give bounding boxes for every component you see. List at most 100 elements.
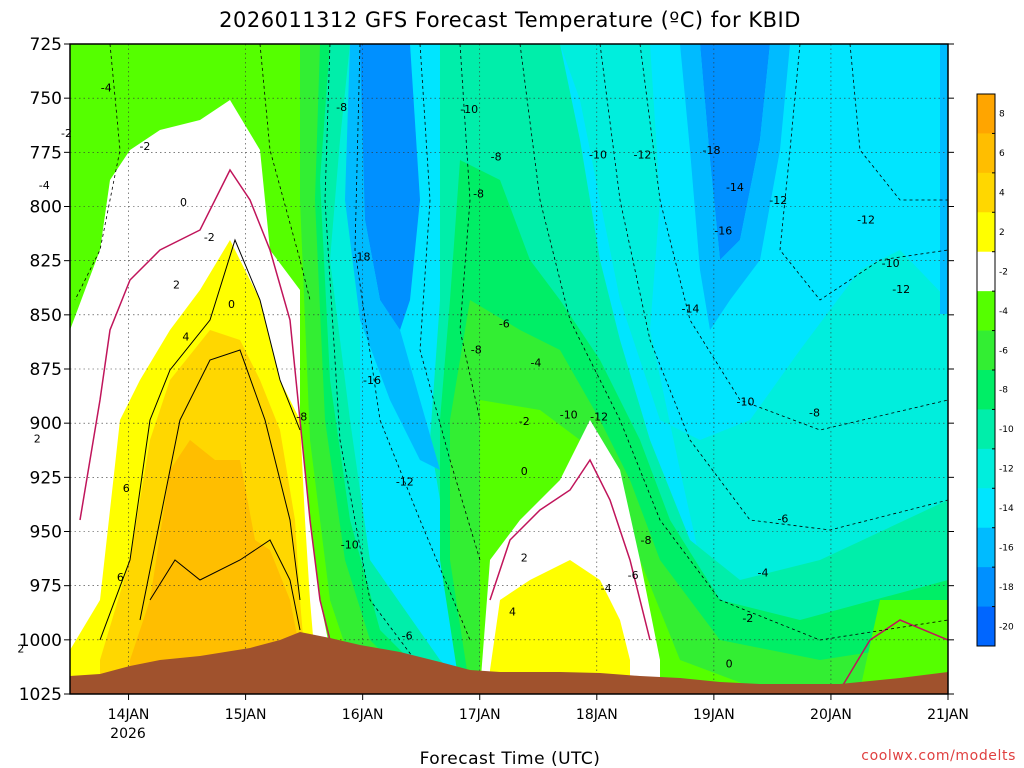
cold-core-2 — [700, 44, 770, 260]
contour-label: -12 — [590, 411, 608, 424]
y-tick-label: 1000 — [19, 631, 62, 651]
y-tick-label: 725 — [30, 35, 62, 55]
contour-dashed-lines — [74, 44, 948, 681]
colorbar-cell — [977, 212, 995, 253]
contour-label: -12 — [396, 476, 414, 489]
colorbar-label: 4 — [999, 189, 1005, 199]
contour-label: -4 — [101, 81, 112, 94]
y-tick-label: 800 — [30, 198, 62, 218]
colorbar-label: 2 — [999, 228, 1005, 238]
x-tick-label: 20JAN — [810, 707, 852, 723]
x-tick-label: 15JAN — [225, 707, 267, 723]
colorbar-label: -10 — [999, 425, 1014, 435]
y-tick-label: 975 — [30, 577, 62, 597]
colorbar-cell — [977, 606, 995, 647]
x-year-label: 2026 — [110, 726, 146, 742]
contour-zero-line-b — [489, 458, 651, 641]
cold-core-2b — [680, 44, 790, 330]
contour-label: -4 — [39, 179, 50, 192]
colorbar-label: 8 — [999, 110, 1005, 120]
x-axis: 14JAN 15JAN 16JAN 17JAN 18JAN 19JAN 20JAN 21JAN — [108, 694, 969, 723]
contour-zero-line — [79, 168, 331, 641]
colorbar-label: -6 — [999, 346, 1008, 356]
contour-label: -14 — [726, 181, 744, 194]
contour-label: -12 — [633, 149, 651, 162]
contour-label: 4 — [182, 331, 189, 344]
y-tick-label: 1025 — [19, 685, 62, 705]
colorbar-label: -20 — [999, 622, 1014, 632]
contour-label: -10 — [560, 409, 578, 422]
y-tick-label: 750 — [30, 89, 62, 109]
contour-label: -10 — [736, 396, 754, 409]
y-tick-label: 875 — [30, 360, 62, 380]
contour-label: -6 — [499, 318, 510, 331]
contour-label: -14 — [681, 302, 699, 315]
contour-label: -8 — [809, 406, 820, 419]
colorbar-cell — [977, 133, 995, 174]
contour-label: 0 — [521, 465, 528, 478]
contour-label: 2 — [34, 432, 41, 445]
colorbar-label: -18 — [999, 583, 1014, 593]
colorbar-cell — [977, 94, 995, 134]
colorbar-cell — [977, 527, 995, 568]
contour-label: -2 — [519, 415, 530, 428]
contour-label: 0 — [228, 298, 235, 311]
colorbar-cell — [977, 488, 995, 529]
contour-solid-4 — [139, 349, 301, 621]
contour-label: -2 — [61, 127, 72, 140]
colorbar: 8 6 4 2 -2 -4 -6 -8 -10 -12 -14 -16 -18 -20 — [976, 93, 1014, 647]
chart-title: 2026011312 GFS Forecast Temperature (ºC)… — [219, 8, 801, 32]
contour-label: 2 — [521, 552, 528, 565]
colorbar-cell — [977, 448, 995, 489]
colorbar-cell — [977, 567, 995, 608]
contour-label: -12 — [857, 214, 875, 227]
y-tick-label: 825 — [30, 252, 62, 272]
contour-label: -4 — [758, 567, 769, 580]
colorbar-label: -14 — [999, 504, 1014, 514]
contour-label: -8 — [336, 101, 347, 114]
plot-area — [70, 44, 948, 694]
contour-label: -12 — [892, 283, 910, 296]
contour-label: -8 — [296, 411, 307, 424]
colorbar-label: -4 — [999, 307, 1008, 317]
contour-label: -6 — [777, 513, 788, 526]
colorbar-label: -16 — [999, 543, 1014, 553]
contour-label: 6 — [123, 482, 130, 495]
contour-label: -8 — [640, 534, 651, 547]
cold-strip-right — [940, 44, 948, 314]
contour-label: -10 — [341, 539, 359, 552]
colorbar-cell — [977, 251, 995, 292]
x-tick-label: 17JAN — [459, 707, 501, 723]
contour-label: 2 — [17, 643, 24, 656]
terrain-surface — [70, 632, 948, 694]
band-plus-2-b — [490, 560, 630, 690]
contour-label: -6 — [628, 569, 639, 582]
contour-label: -2 — [742, 612, 753, 625]
contour-label: 0 — [726, 658, 733, 671]
contour-label: -8 — [471, 344, 482, 357]
colorbar-cell — [977, 330, 995, 371]
contour-solid-6 — [149, 539, 301, 631]
contour-label: -10 — [460, 103, 478, 116]
cold-core-1b — [345, 44, 440, 470]
contour-label: -18 — [703, 144, 721, 157]
contour-label: -16 — [714, 224, 732, 237]
contour-label: -2 — [139, 140, 150, 153]
colorbar-label: 6 — [999, 149, 1005, 159]
colorbar-label: -12 — [999, 465, 1014, 475]
y-axis: 725 750 775 800 825 850 875 900 925 950 975 1000 102… — [19, 35, 954, 705]
contour-label: -8 — [473, 188, 484, 201]
colorbar-label: -2 — [999, 267, 1008, 277]
y-tick-label: 950 — [30, 523, 62, 543]
colorbar-cell — [977, 172, 995, 213]
contour-label: -10 — [589, 149, 607, 162]
colorbar-cell — [977, 370, 995, 410]
contour-label: -18 — [353, 250, 371, 263]
contour-label: -4 — [530, 357, 541, 370]
contour-labels: -4 -2 -4 -2 0 -2 2 0 4 2 6 6 2 -8 -18 -16 -8 -12 -10 -6 4 -10… — [17, 81, 910, 670]
x-tick-label: 16JAN — [342, 707, 384, 723]
contour-label: -8 — [491, 151, 502, 164]
x-tick-label: 14JAN — [108, 707, 150, 723]
colorbar-cell — [977, 291, 995, 332]
